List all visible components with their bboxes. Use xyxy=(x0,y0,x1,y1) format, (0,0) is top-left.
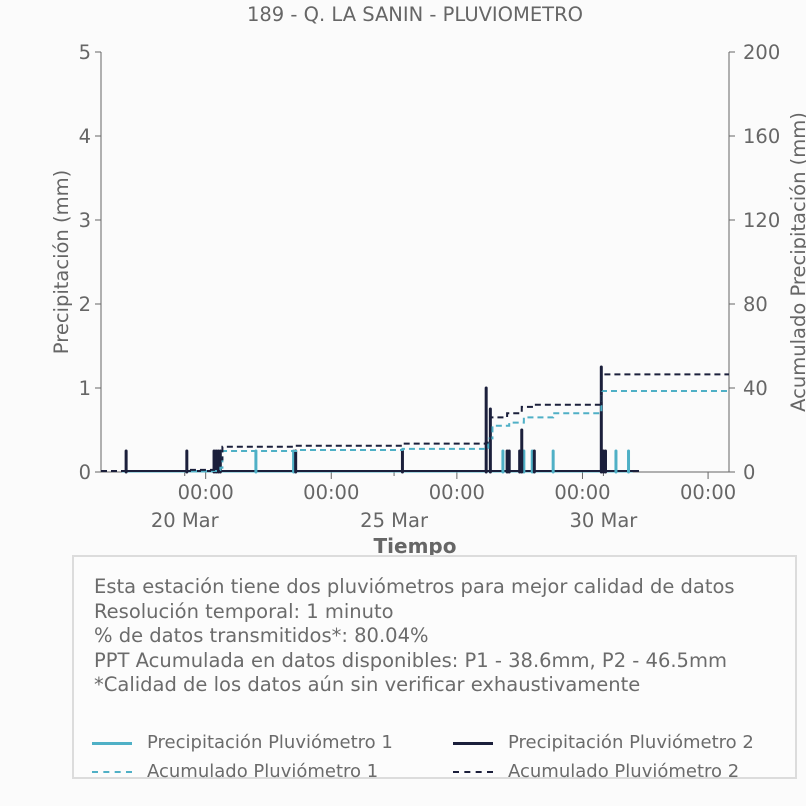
y2-tick-label: 80 xyxy=(743,293,768,316)
y-tick-label: 2 xyxy=(79,293,91,316)
y-tick-label: 4 xyxy=(79,125,91,148)
legend-swatch-dashed xyxy=(92,771,132,773)
info-line: Esta estación tiene dos pluviómetros par… xyxy=(94,575,735,598)
y2-tick-label: 40 xyxy=(743,377,768,400)
legend-item-accum-p2: Acumulado Pluviómetro 2 xyxy=(453,761,739,782)
chart-title: 189 - Q. LA SANIN - PLUVIOMETRO xyxy=(247,3,583,26)
legend-item-precip-p1: Precipitación Pluviómetro 1 xyxy=(92,732,393,753)
accum-p1-line xyxy=(101,389,729,472)
x-tick-label: 00:00 xyxy=(178,481,234,504)
legend-label: Precipitación Pluviómetro 1 xyxy=(147,732,393,753)
legend-label: Precipitación Pluviómetro 2 xyxy=(508,732,754,753)
legend-swatch-solid xyxy=(453,741,493,745)
info-line: Resolución temporal: 1 minuto xyxy=(94,599,394,623)
info-text: Esta estación tiene dos pluviómetros par… xyxy=(94,575,735,698)
info-line: *Calidad de los datos aún sin verificar … xyxy=(94,673,641,696)
y-tick-label: 1 xyxy=(79,377,91,400)
accum-p2-line xyxy=(101,373,729,472)
y-tick-label: 3 xyxy=(79,209,91,232)
info-line: PPT Acumulada en datos disponibles: P1 -… xyxy=(94,648,727,672)
info-panel: Esta estación tiene dos pluviómetros par… xyxy=(72,555,797,782)
info-line: % de datos transmitidos*: 80.04% xyxy=(94,624,429,647)
legend-label: Acumulado Pluviómetro 1 xyxy=(147,761,379,782)
y-tick-label: 5 xyxy=(79,41,91,64)
legend-swatch-solid xyxy=(92,741,132,745)
legend-item-precip-p2: Precipitación Pluviómetro 2 xyxy=(453,732,754,753)
x-date-label: 30 Mar xyxy=(569,509,638,532)
x-axis-label: Tiempo xyxy=(374,534,457,555)
x-date-label: 25 Mar xyxy=(360,509,429,532)
legend-item-accum-p1: Acumulado Pluviómetro 1 xyxy=(92,761,378,782)
y-axis-label: Precipitación (mm) xyxy=(50,170,73,354)
x-tick-label: 00:00 xyxy=(554,481,610,504)
y2-tick-label: 0 xyxy=(743,461,755,484)
y2-tick-label: 160 xyxy=(743,125,780,148)
legend-label: Acumulado Pluviómetro 2 xyxy=(508,761,740,782)
x-tick-label: 00:00 xyxy=(680,481,736,504)
x-date-label: 20 Mar xyxy=(151,509,220,532)
x-tick-label: 00:00 xyxy=(303,481,359,504)
y-tick-label: 0 xyxy=(79,461,91,484)
y2-tick-label: 200 xyxy=(743,41,780,64)
legend-swatch-dashed xyxy=(453,771,493,773)
rain-chart: 189 - Q. LA SANIN - PLUVIOMETRO 0 1 2 3 4 5 0 4… xyxy=(50,3,806,555)
y2-tick-label: 120 xyxy=(743,209,780,232)
plot-area: 0 1 2 3 4 5 0 40 80 120 160 200 00:00 00:00 00:00 00:00… xyxy=(79,41,781,532)
y2-axis-label: Acumulado Precipitación (mm) xyxy=(787,112,806,412)
x-tick-label: 00:00 xyxy=(429,481,485,504)
